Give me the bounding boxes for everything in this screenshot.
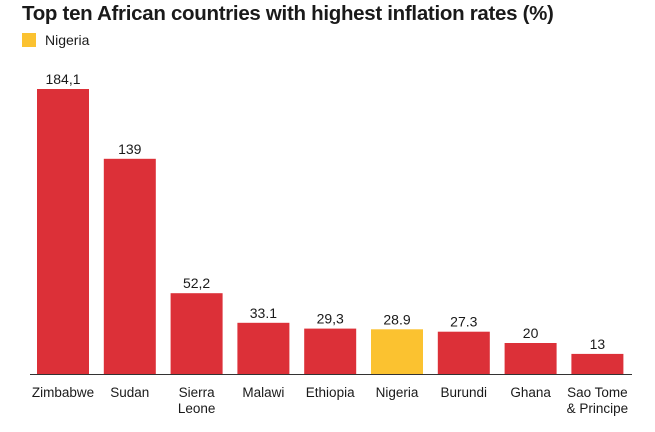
category-label: Nigeria: [376, 385, 419, 400]
category-label: Ethiopia: [306, 385, 355, 400]
category-label: Zimbabwe: [32, 385, 94, 400]
category-label: Malawi: [242, 385, 284, 400]
legend-swatch: [22, 33, 36, 47]
category-label: Sierra Leone: [178, 385, 216, 416]
category-label: Sudan: [110, 385, 149, 400]
legend-label: Nigeria: [45, 32, 90, 48]
bar-sudan: [103, 158, 156, 374]
bar-sierra-leone: [170, 293, 223, 374]
value-label: 29,3: [317, 311, 344, 327]
value-label: 28.9: [383, 311, 410, 327]
category-label: Ghana: [510, 385, 551, 400]
bar-ethiopia: [304, 328, 357, 374]
legend: Nigeria: [22, 32, 89, 48]
bar-malawi: [237, 322, 290, 374]
chart-title: Top ten African countries with highest i…: [22, 2, 554, 25]
bar-nigeria: [371, 329, 423, 374]
value-label: 52,2: [183, 275, 210, 291]
category-label: Burundi: [441, 385, 488, 400]
value-label: 33.1: [250, 305, 277, 321]
value-label: 13: [590, 336, 606, 352]
bar-zimbabwe: [37, 89, 89, 374]
value-label: 20: [523, 325, 539, 341]
bar-sao-tome-principe: [571, 353, 624, 374]
bar-burundi: [437, 331, 490, 374]
value-label: 184,1: [45, 71, 80, 87]
bar-ghana: [504, 343, 557, 374]
value-label: 27.3: [450, 314, 477, 330]
category-label: Sao Tome & Principe: [567, 385, 629, 416]
value-label: 139: [118, 141, 142, 157]
